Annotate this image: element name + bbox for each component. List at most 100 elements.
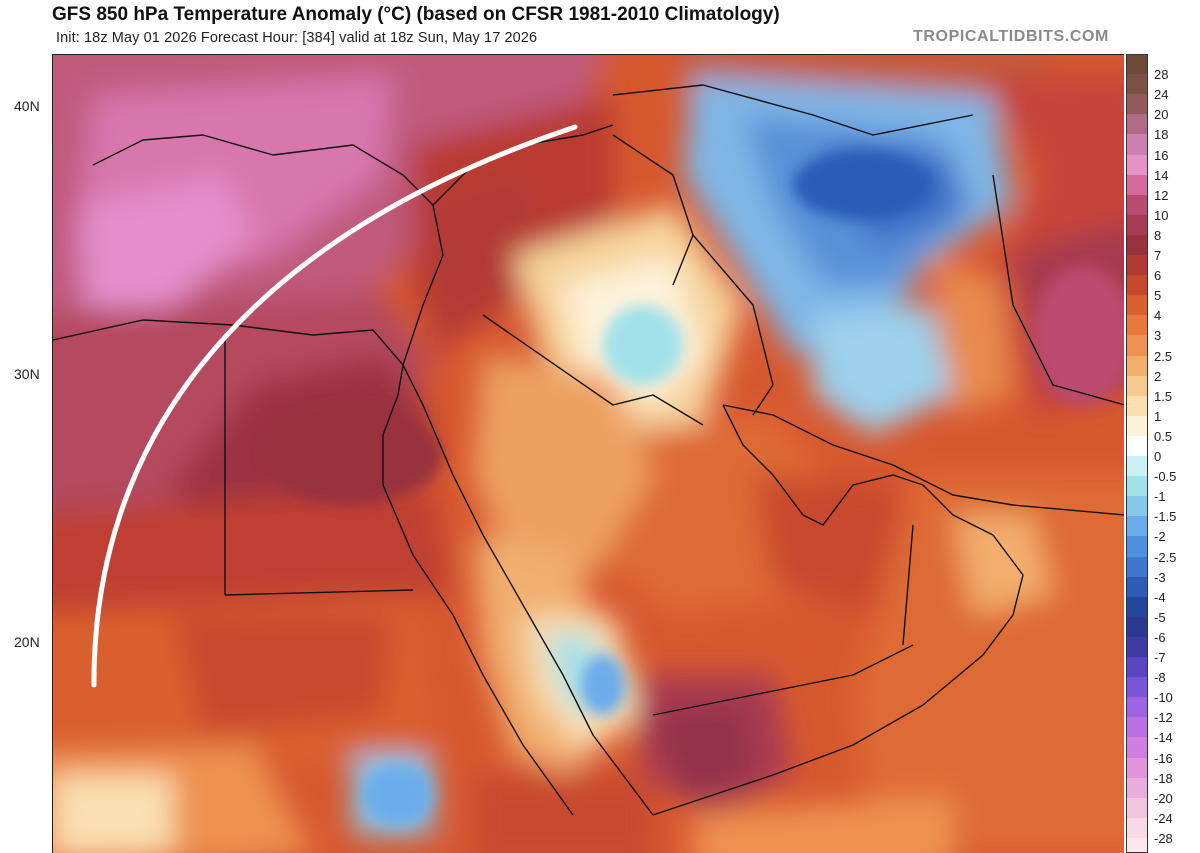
saudi-oman-border <box>902 524 914 646</box>
colorbar-swatch <box>1127 516 1147 538</box>
colorbar-tick-label: 12 <box>1154 187 1169 203</box>
colorbar-swatch <box>1127 576 1147 598</box>
colorbar-tick-label: 6 <box>1154 268 1162 284</box>
colorbar-swatch <box>1127 355 1147 377</box>
levant-coast <box>397 204 444 396</box>
colorbar-tick-label: 20 <box>1154 107 1169 123</box>
colorbar-tick-label: -28 <box>1154 830 1173 846</box>
forecast-info: Init: 18z May 01 2026 Forecast Hour: [38… <box>56 30 538 46</box>
colorbar-tick-label: 4 <box>1154 308 1162 324</box>
colorbar-tick-label: -14 <box>1154 730 1173 746</box>
colorbar-swatch <box>1127 255 1147 277</box>
colorbar-tick-label: 10 <box>1154 207 1169 223</box>
caspian-region-border <box>612 84 974 136</box>
colorbar-swatch <box>1127 134 1147 156</box>
iran-cold-core <box>793 150 933 220</box>
arabia-south-coast <box>652 534 1024 816</box>
anomaly-blobs <box>53 55 1124 853</box>
colorbar-swatch <box>1127 375 1147 397</box>
colorbar-swatch <box>1127 616 1147 638</box>
iraq-iran-border <box>692 234 774 416</box>
colorbar-tick-label: -7 <box>1154 650 1166 665</box>
colorbar-tick-label: 14 <box>1154 167 1169 183</box>
colorbar-tick-label: 3 <box>1154 328 1162 344</box>
colorbar-swatch <box>1127 817 1147 839</box>
iran-afghan-border <box>992 174 1124 406</box>
colorbar-swatch <box>1127 174 1147 196</box>
syria-iraq-border <box>612 134 694 286</box>
colorbar-tick-label: 0.5 <box>1154 428 1173 444</box>
colorbar-tick-label: 1.5 <box>1154 388 1173 404</box>
colorbar-tick-label: 24 <box>1154 87 1169 103</box>
colorbar-tick-label: -4 <box>1154 589 1166 605</box>
egypt-warm-core <box>263 405 443 505</box>
colorbar-swatch <box>1127 596 1147 618</box>
colorbar-swatch <box>1127 74 1147 96</box>
map-title: GFS 850 hPa Temperature Anomaly (°C) (ba… <box>52 4 780 25</box>
colorbar-tick-label: -3 <box>1154 569 1166 585</box>
red-sea-east-coast <box>402 364 654 816</box>
asir-cool-patch <box>581 655 625 715</box>
colorbar-tick-label: -10 <box>1154 690 1173 706</box>
colorbar-tick-label: 2 <box>1154 368 1162 384</box>
colorbar-swatch <box>1127 194 1147 216</box>
country-borders <box>53 84 1124 816</box>
lat-label-30n: 30N <box>14 366 40 382</box>
north-africa-coast <box>53 319 404 366</box>
colorbar-swatch <box>1127 154 1147 176</box>
heat-dome-arc <box>91 124 578 688</box>
lat-label-20n: 20N <box>14 634 40 650</box>
colorbar-tick-label: 28 <box>1154 67 1169 83</box>
colorbar-swatch <box>1127 275 1147 297</box>
iraq-saudi-border <box>482 314 704 426</box>
persian-gulf-coast <box>722 404 994 536</box>
colorbar-swatch <box>1127 335 1147 357</box>
colorbar-swatch <box>1127 94 1147 116</box>
colorbar-swatch <box>1127 114 1147 136</box>
anomaly-detail-blobs <box>263 150 1124 825</box>
colorbar-tick-label: -20 <box>1154 790 1173 806</box>
source-brand: TROPICALTIDBITS.COM <box>913 28 1109 45</box>
colorbar-swatch <box>1127 737 1147 759</box>
colorbar-swatch <box>1127 234 1147 256</box>
colorbar-swatch <box>1127 456 1147 478</box>
red-sea-west-coast <box>382 394 574 816</box>
colorbar-swatch <box>1127 837 1147 852</box>
colorbar-swatch <box>1127 55 1147 76</box>
colorbar-swatch <box>1127 657 1147 679</box>
colorbar-tick-label: -8 <box>1154 670 1166 686</box>
colorbar-tick-label: -5 <box>1154 609 1166 625</box>
colorbar-tick-label: 1 <box>1154 408 1162 424</box>
colorbar-tick-label: -18 <box>1154 770 1173 786</box>
colorbar-tick-label: -24 <box>1154 810 1173 826</box>
colorbar-tick-label: 5 <box>1154 288 1162 304</box>
colorbar-tick-label: 18 <box>1154 127 1169 143</box>
colorbar-swatch <box>1127 295 1147 317</box>
colorbar-swatch <box>1127 697 1147 719</box>
colorbar-tick-label: 2.5 <box>1154 348 1173 364</box>
colorbar <box>1126 54 1148 853</box>
sudan-cool-patch <box>363 765 433 825</box>
colorbar-tick-label: -12 <box>1154 710 1173 726</box>
colorbar-swatch <box>1127 677 1147 699</box>
colorbar-swatch <box>1127 395 1147 417</box>
colorbar-tick-label: -0.5 <box>1154 469 1177 485</box>
colorbar-swatch <box>1127 717 1147 739</box>
colorbar-tick-label: -1 <box>1154 489 1166 505</box>
colorbar-swatch <box>1127 536 1147 558</box>
colorbar-tick-label: 0 <box>1154 449 1162 464</box>
anomaly-map-canvas <box>53 55 1124 853</box>
colorbar-swatch <box>1127 636 1147 658</box>
colorbar-swatch <box>1127 797 1147 819</box>
colorbar-swatch <box>1127 496 1147 518</box>
colorbar-tick-label: -1.5 <box>1154 509 1177 525</box>
iraq-cool-patch <box>603 305 683 385</box>
colorbar-tick-label: -16 <box>1154 750 1173 766</box>
colorbar-swatch <box>1127 315 1147 337</box>
colorbar-swatch <box>1127 415 1147 437</box>
colorbar-swatch <box>1127 757 1147 779</box>
colorbar-tick-label: -2 <box>1154 529 1166 545</box>
colorbar-tick-label: 16 <box>1154 147 1169 163</box>
colorbar-tick-label: -2.5 <box>1154 549 1177 565</box>
colorbar-swatch <box>1127 435 1147 457</box>
